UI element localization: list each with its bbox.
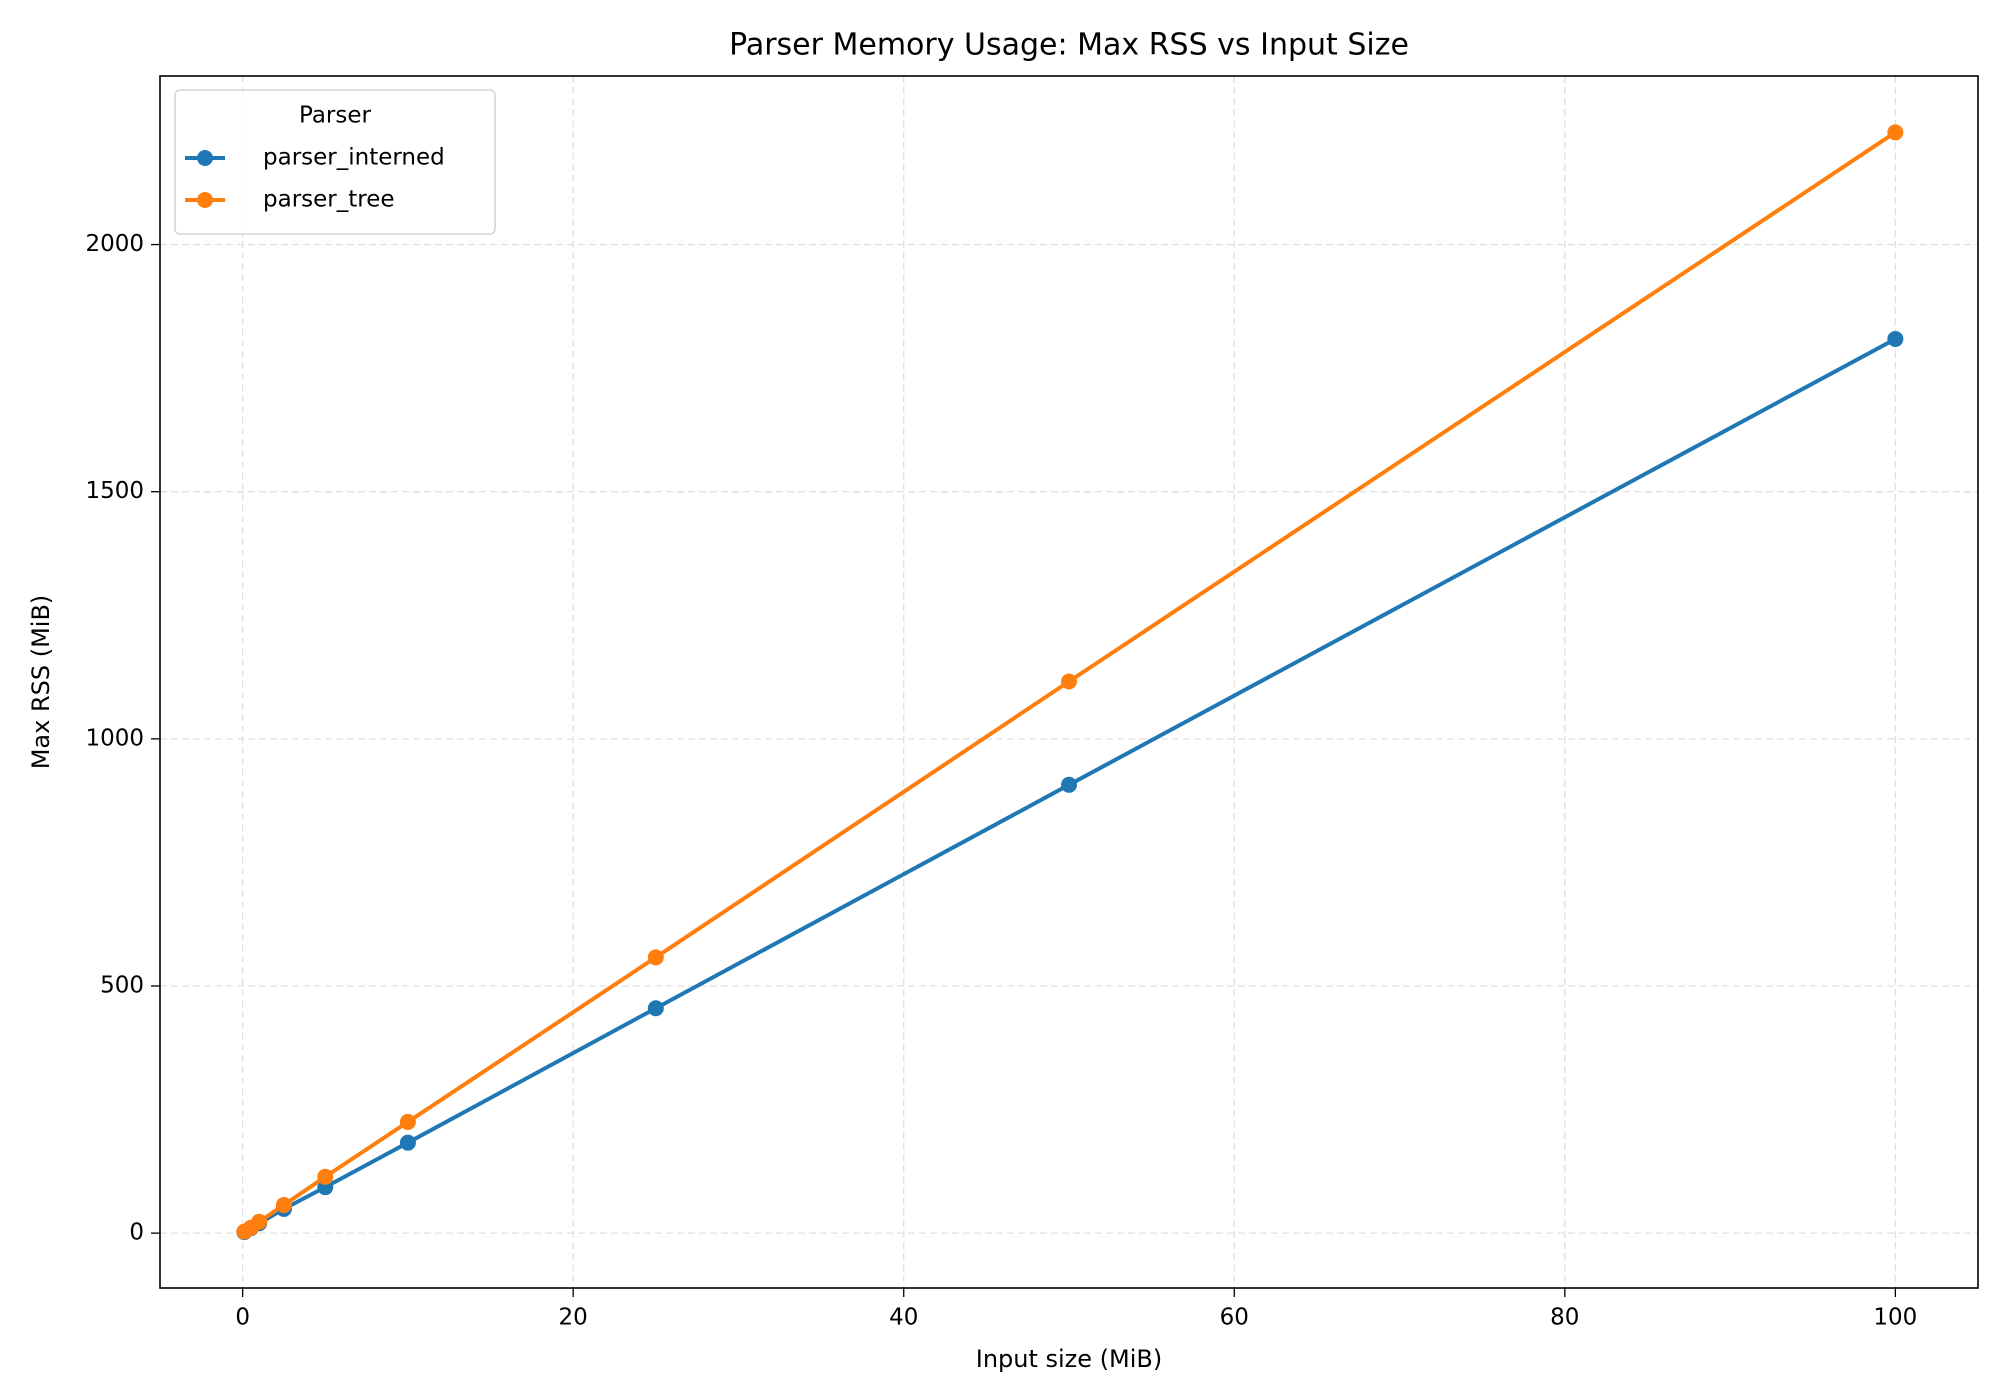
x-tick-label: 0 [235, 1305, 250, 1331]
legend-label: parser_tree [263, 187, 395, 213]
data-point [1887, 124, 1904, 141]
data-point [317, 1168, 334, 1185]
legend-title: Parser [299, 103, 372, 129]
x-axis-label: Input size (MiB) [976, 1345, 1163, 1373]
data-point [647, 1000, 664, 1017]
y-axis-label: Max RSS (MiB) [27, 595, 55, 770]
legend-box [174, 89, 496, 235]
data-point [251, 1213, 268, 1230]
legend-label: parser_interned [263, 145, 445, 171]
data-point [1061, 673, 1077, 690]
y-tick-label: 2000 [85, 231, 144, 257]
y-tick-label: 1000 [85, 725, 144, 751]
x-tick-label: 80 [1550, 1305, 1579, 1331]
x-tick-label: 100 [1873, 1305, 1917, 1331]
y-tick-label: 1500 [85, 478, 144, 504]
legend-marker [197, 150, 213, 166]
chart-title: Parser Memory Usage: Max RSS vs Input Si… [729, 28, 1409, 63]
x-tick-label: 40 [889, 1305, 918, 1331]
x-tick-label: 20 [559, 1305, 588, 1331]
legend-marker [197, 192, 213, 208]
data-point [1061, 776, 1077, 793]
x-tick-label: 60 [1220, 1305, 1249, 1331]
y-tick-label: 500 [100, 972, 144, 998]
data-point [647, 949, 664, 966]
data-point [275, 1196, 292, 1213]
data-point [399, 1113, 416, 1130]
data-point [399, 1134, 416, 1151]
plot-frame [159, 75, 1979, 1289]
data-point [1887, 330, 1904, 347]
y-tick-label: 0 [129, 1220, 144, 1246]
